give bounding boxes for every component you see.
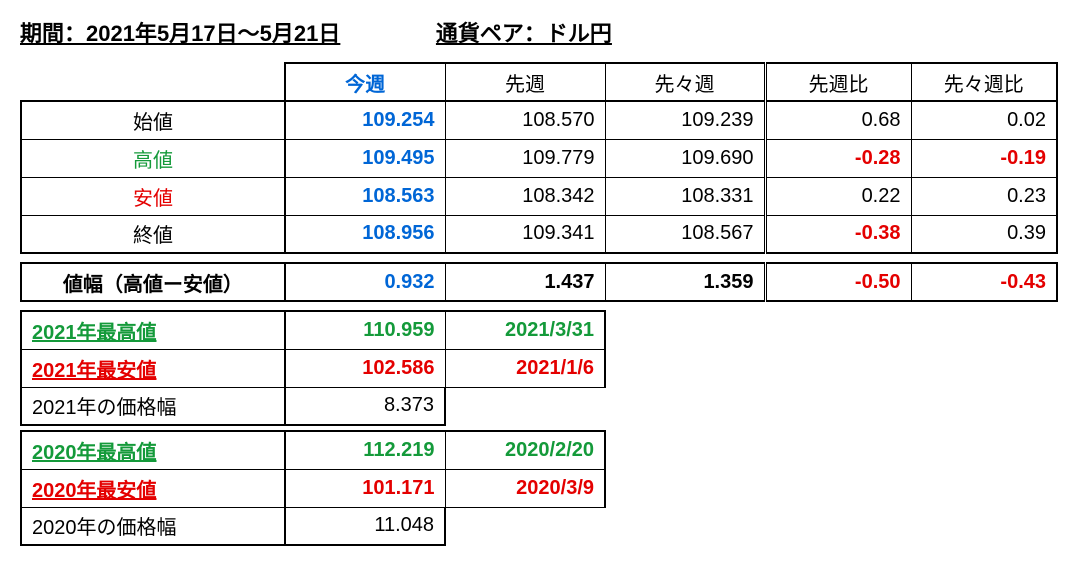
open-diff1: 0.68 [765, 101, 911, 139]
open-diff2: 0.02 [911, 101, 1057, 139]
row-2020-high: 2020年最高値 112.219 2020/2/20 [21, 431, 1057, 469]
close-diff2: 0.39 [911, 215, 1057, 253]
range-diff2: -0.43 [911, 263, 1057, 301]
y1-low-date: 2021/1/6 [445, 349, 605, 387]
row-label: 始値 [21, 101, 285, 139]
y2-low-label: 2020年最安値 [21, 469, 285, 507]
period-label: 期間：2021年5月17日～5月21日 [20, 21, 340, 46]
range-before: 1.359 [605, 263, 765, 301]
row-open: 始値 109.254 108.570 109.239 0.68 0.02 [21, 101, 1057, 139]
row-2021-low: 2021年最安値 102.586 2021/1/6 [21, 349, 1057, 387]
table-header-row: 今週 先週 先々週 先週比 先々週比 [21, 63, 1057, 101]
low-diff2: 0.23 [911, 177, 1057, 215]
y2-high-label: 2020年最高値 [21, 431, 285, 469]
row-range: 値幅（高値ー安値） 0.932 1.437 1.359 -0.50 -0.43 [21, 263, 1057, 301]
close-this: 108.956 [285, 215, 445, 253]
y2-range-value: 11.048 [285, 507, 445, 545]
y1-range-value: 8.373 [285, 387, 445, 425]
close-diff1: -0.38 [765, 215, 911, 253]
col-this-week: 今週 [285, 63, 445, 101]
row-2021-high: 2021年最高値 110.959 2021/3/31 [21, 311, 1057, 349]
range-last: 1.437 [445, 263, 605, 301]
row-2021-range: 2021年の価格幅 8.373 [21, 387, 1057, 425]
high-before: 109.690 [605, 139, 765, 177]
row-label: 終値 [21, 215, 285, 253]
row-2020-low: 2020年最安値 101.171 2020/3/9 [21, 469, 1057, 507]
range-label: 値幅（高値ー安値） [21, 263, 285, 301]
open-before: 109.239 [605, 101, 765, 139]
low-diff1: 0.22 [765, 177, 911, 215]
high-diff2: -0.19 [911, 139, 1057, 177]
pair-label: 通貨ペア：ドル円 [436, 21, 612, 46]
col-last-week: 先週 [445, 63, 605, 101]
y1-high-label: 2021年最高値 [21, 311, 285, 349]
row-label: 安値 [21, 177, 285, 215]
open-this: 109.254 [285, 101, 445, 139]
close-last: 109.341 [445, 215, 605, 253]
y2-low-date: 2020/3/9 [445, 469, 605, 507]
y1-low-label: 2021年最安値 [21, 349, 285, 387]
high-this: 109.495 [285, 139, 445, 177]
header: 期間：2021年5月17日～5月21日 通貨ペア：ドル円 [20, 16, 1070, 48]
low-last: 108.342 [445, 177, 605, 215]
low-this: 108.563 [285, 177, 445, 215]
range-this: 0.932 [285, 263, 445, 301]
row-close: 終値 108.956 109.341 108.567 -0.38 0.39 [21, 215, 1057, 253]
row-low: 安値 108.563 108.342 108.331 0.22 0.23 [21, 177, 1057, 215]
y2-high-value: 112.219 [285, 431, 445, 469]
y1-range-label: 2021年の価格幅 [21, 387, 285, 425]
range-diff1: -0.50 [765, 263, 911, 301]
high-last: 109.779 [445, 139, 605, 177]
col-diff2: 先々週比 [911, 63, 1057, 101]
y1-low-value: 102.586 [285, 349, 445, 387]
close-before: 108.567 [605, 215, 765, 253]
y2-low-value: 101.171 [285, 469, 445, 507]
row-2020-range: 2020年の価格幅 11.048 [21, 507, 1057, 545]
y1-high-date: 2021/3/31 [445, 311, 605, 349]
col-before-last: 先々週 [605, 63, 765, 101]
y1-high-value: 110.959 [285, 311, 445, 349]
row-high: 高値 109.495 109.779 109.690 -0.28 -0.19 [21, 139, 1057, 177]
high-diff1: -0.28 [765, 139, 911, 177]
open-last: 108.570 [445, 101, 605, 139]
col-diff1: 先週比 [765, 63, 911, 101]
y2-high-date: 2020/2/20 [445, 431, 605, 469]
row-label: 高値 [21, 139, 285, 177]
low-before: 108.331 [605, 177, 765, 215]
y2-range-label: 2020年の価格幅 [21, 507, 285, 545]
price-table: 今週 先週 先々週 先週比 先々週比 始値 109.254 108.570 10… [20, 62, 1058, 546]
